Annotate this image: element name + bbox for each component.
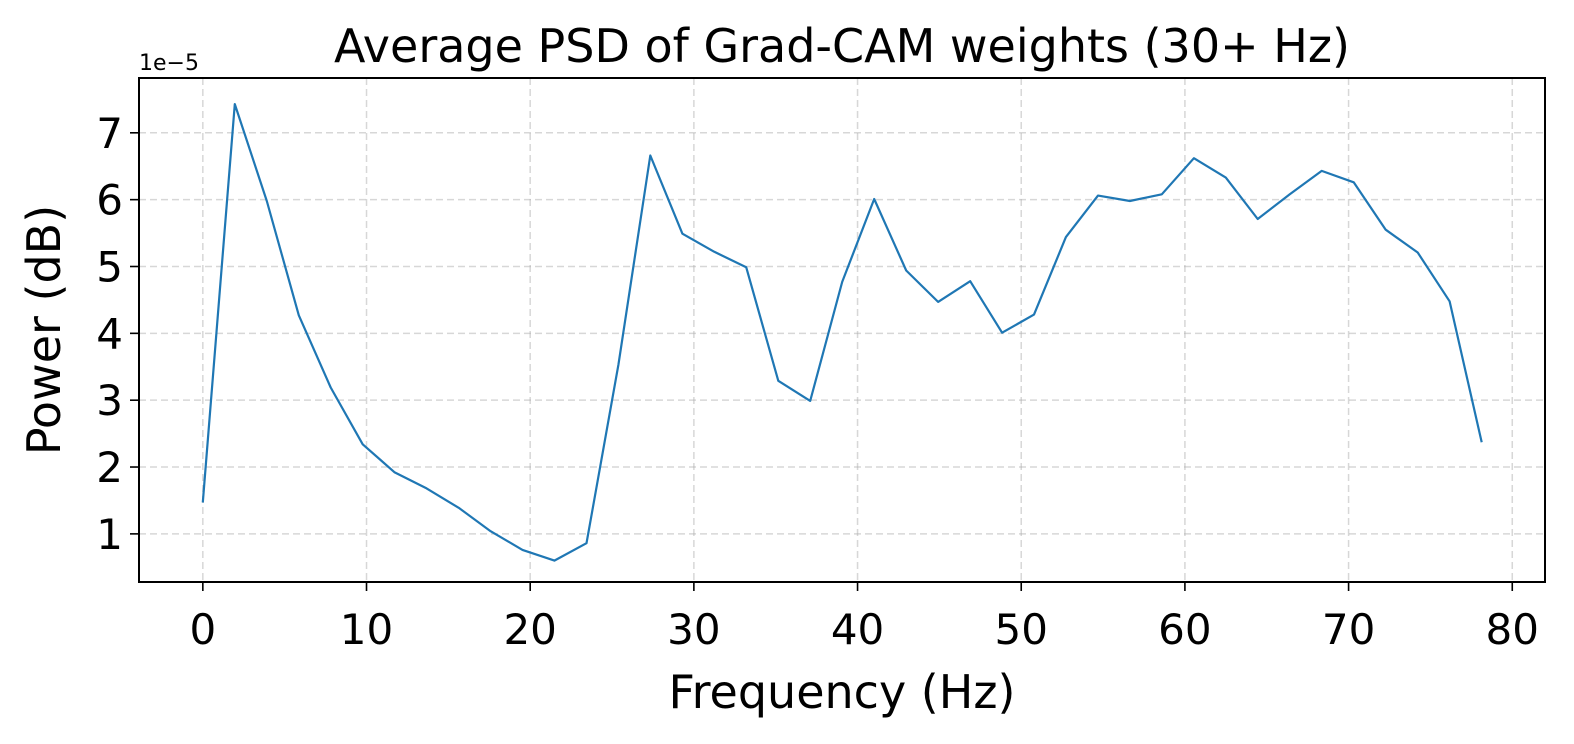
- y-tick-label-4: 5: [96, 242, 123, 291]
- series-layer: [201, 102, 1483, 562]
- y-tick-label-0: 1: [96, 510, 123, 559]
- series-line-0: [201, 102, 1483, 562]
- x-axis-ticks: 0 10 20 30 40 50 60 70 80: [189, 582, 1539, 654]
- y-tick-label-1: 2: [96, 443, 123, 492]
- grid-lines: [139, 78, 1545, 582]
- y-tick-label-5: 6: [96, 176, 123, 225]
- y-axis-offset-text: 1e−5: [139, 51, 199, 76]
- x-tick-label-5: 50: [995, 605, 1048, 654]
- x-tick-label-6: 60: [1158, 605, 1211, 654]
- chart-title: Average PSD of Grad-CAM weights (30+ Hz): [334, 19, 1350, 73]
- y-tick-label-3: 4: [96, 309, 123, 358]
- x-tick-label-1: 10: [340, 605, 393, 654]
- x-tick-label-2: 20: [503, 605, 556, 654]
- y-axis-ticks: 1 2 3 4 5 6 7: [96, 109, 139, 559]
- plot-frame: [138, 77, 1546, 583]
- x-tick-label-3: 30: [667, 605, 720, 654]
- x-axis-label: Frequency (Hz): [669, 665, 1016, 719]
- x-tick-label-7: 70: [1322, 605, 1375, 654]
- y-tick-label-2: 3: [96, 376, 123, 425]
- y-tick-label-6: 7: [96, 109, 123, 158]
- x-tick-label-0: 0: [189, 605, 216, 654]
- x-tick-label-8: 80: [1486, 605, 1539, 654]
- y-axis-label: Power (dB): [17, 205, 71, 455]
- x-tick-label-4: 40: [831, 605, 884, 654]
